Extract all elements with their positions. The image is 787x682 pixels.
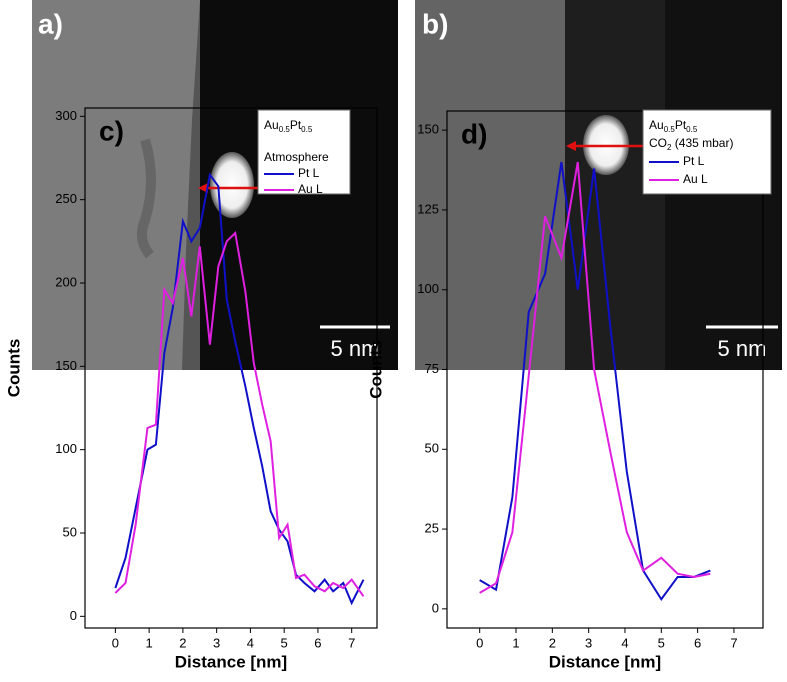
y-tick-label: 200 <box>55 274 77 289</box>
y-tick-label: 100 <box>55 441 77 456</box>
x-tick-label: 0 <box>112 635 119 650</box>
y-tick-label: 100 <box>417 281 439 296</box>
y-tick-label: 150 <box>55 358 77 373</box>
y-tick-label: 50 <box>63 524 77 539</box>
series-line <box>479 161 711 594</box>
y-axis-label: Counts <box>366 340 385 399</box>
x-axis-label: Distance [nm] <box>549 652 661 671</box>
subscript: 0.5 <box>664 125 676 134</box>
plot-frame <box>84 107 378 629</box>
x-tick-label: 7 <box>348 635 355 650</box>
legend-entry: Pt L <box>298 166 320 180</box>
x-tick-label: 3 <box>213 635 220 650</box>
x-tick-label: 5 <box>658 635 665 650</box>
x-tick-label: 3 <box>585 635 592 650</box>
subscript: 2 <box>667 143 672 152</box>
series-line <box>114 172 365 606</box>
x-tick-label: 1 <box>146 635 153 650</box>
panel-label: b) <box>422 8 448 39</box>
x-tick-label: 2 <box>549 635 556 650</box>
x-tick-label: 5 <box>281 635 288 650</box>
y-tick-label: 300 <box>55 108 77 123</box>
panel-label: c) <box>99 115 124 146</box>
x-tick-label: 6 <box>694 635 701 650</box>
x-axis-label: Distance [nm] <box>175 652 287 671</box>
subscript: 0.5 <box>279 125 291 134</box>
subscript: 0.5 <box>686 125 698 134</box>
panel-label: d) <box>461 118 487 149</box>
scale-bar-label: 5 nm <box>331 336 380 361</box>
x-tick-label: 4 <box>621 635 628 650</box>
panel-label: a) <box>38 8 63 39</box>
legend-text: (435 mbar) <box>671 136 733 150</box>
y-tick-label: 150 <box>417 122 439 137</box>
y-axis-label: Counts <box>4 339 23 398</box>
x-tick-label: 2 <box>179 635 186 650</box>
y-tick-label: 0 <box>432 600 439 615</box>
y-tick-label: 75 <box>425 361 439 376</box>
legend-entry: Pt L <box>683 154 705 168</box>
x-tick-label: 1 <box>512 635 519 650</box>
x-tick-label: 4 <box>247 635 254 650</box>
series-line <box>479 161 711 602</box>
legend-subtitle: CO2 (435 mbar) <box>649 136 733 152</box>
y-tick-label: 250 <box>55 191 77 206</box>
legend-text: Pt <box>675 118 687 132</box>
legend-entry: Au L <box>298 182 323 196</box>
legend-entry: Au L <box>683 172 708 186</box>
subscript: 0.5 <box>301 125 313 134</box>
y-tick-label: 0 <box>70 608 77 623</box>
x-tick-label: 0 <box>476 635 483 650</box>
legend-text: CO <box>649 136 667 150</box>
legend-text: Au <box>264 118 279 132</box>
x-tick-label: 6 <box>314 635 321 650</box>
y-tick-label: 25 <box>425 521 439 536</box>
legend-box <box>257 109 351 195</box>
legend-text: Au <box>649 118 664 132</box>
legend-subtitle: Atmosphere <box>264 150 329 164</box>
x-tick-label: 7 <box>730 635 737 650</box>
y-tick-label: 50 <box>425 441 439 456</box>
legend-title: Au0.5Pt0.5 <box>264 118 313 134</box>
legend-text: Pt <box>290 118 302 132</box>
legend-title: Au0.5Pt0.5 <box>649 118 698 134</box>
series-line <box>114 230 365 597</box>
y-tick-label: 125 <box>417 201 439 216</box>
scale-bar-label: 5 nm <box>718 336 767 361</box>
